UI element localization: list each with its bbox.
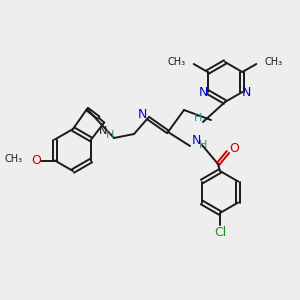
- Text: N: N: [242, 85, 251, 98]
- Text: CH₃: CH₃: [264, 57, 282, 67]
- Text: CH₃: CH₃: [5, 154, 23, 164]
- Text: N: N: [99, 125, 107, 136]
- Text: H: H: [106, 130, 114, 140]
- Text: H: H: [199, 140, 207, 150]
- Text: O: O: [229, 142, 239, 155]
- Text: H: H: [194, 113, 202, 123]
- Text: O: O: [31, 154, 41, 167]
- Text: CH₃: CH₃: [168, 57, 186, 67]
- Text: Cl: Cl: [214, 226, 226, 239]
- Text: N: N: [191, 134, 201, 148]
- Text: N: N: [137, 109, 147, 122]
- Text: N: N: [199, 85, 208, 98]
